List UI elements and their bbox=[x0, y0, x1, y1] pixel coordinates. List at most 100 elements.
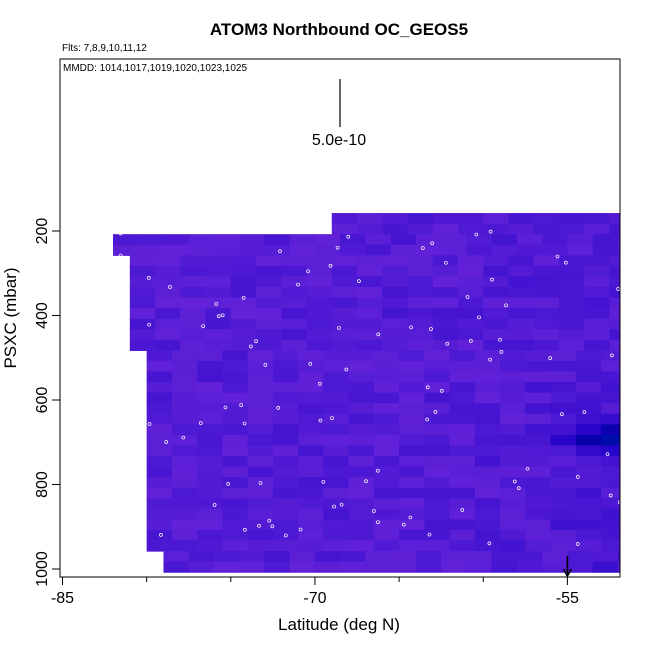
heat-cell bbox=[474, 529, 501, 542]
observation-point bbox=[364, 479, 368, 484]
heat-cell bbox=[500, 445, 526, 457]
heat-cell bbox=[247, 434, 274, 447]
observation-point bbox=[159, 533, 163, 537]
heat-cell bbox=[500, 466, 526, 478]
heat-cell bbox=[213, 244, 240, 256]
heat-cell bbox=[146, 519, 173, 531]
heat-cell bbox=[525, 350, 552, 362]
observation-point bbox=[223, 405, 228, 410]
observation-point bbox=[204, 229, 209, 234]
y-tick-label: 400 bbox=[34, 302, 51, 329]
observation-point bbox=[118, 253, 123, 258]
heat-cell bbox=[550, 350, 577, 362]
heat-cell bbox=[500, 371, 526, 383]
heat-cell bbox=[407, 265, 434, 278]
heat-cell bbox=[222, 350, 249, 362]
heat-cell bbox=[129, 297, 156, 309]
scale-bar-label: 5.0e-10 bbox=[312, 132, 366, 149]
heat-cell bbox=[525, 445, 552, 457]
heat-cell bbox=[222, 360, 249, 373]
heat-cell bbox=[516, 551, 543, 563]
heat-cell bbox=[399, 413, 425, 425]
heat-cell bbox=[525, 466, 552, 478]
heat-cell bbox=[382, 223, 409, 235]
heat-cell bbox=[146, 455, 173, 468]
observation-point bbox=[118, 231, 123, 236]
heat-cell bbox=[575, 540, 602, 552]
heat-cell bbox=[399, 403, 425, 415]
heat-cell bbox=[197, 529, 223, 542]
heat-cell bbox=[222, 413, 249, 425]
heat-cell bbox=[508, 255, 535, 267]
heat-cell bbox=[373, 413, 400, 425]
heat-cell bbox=[558, 297, 585, 309]
observation-point bbox=[605, 452, 610, 457]
observation-point bbox=[409, 325, 413, 330]
observation-point bbox=[328, 263, 333, 268]
heat-cell bbox=[609, 255, 620, 267]
heat-cell bbox=[205, 255, 232, 267]
heat-cell bbox=[500, 392, 526, 404]
heat-cell bbox=[163, 244, 190, 256]
heat-cell bbox=[592, 551, 619, 563]
heat-cell bbox=[146, 382, 173, 394]
heat-cell bbox=[592, 561, 619, 573]
observation-point bbox=[610, 353, 614, 358]
observation-point bbox=[401, 522, 406, 527]
heat-cell bbox=[188, 244, 215, 256]
heat-cell bbox=[575, 424, 602, 436]
observation-point bbox=[460, 508, 465, 512]
heat-cell bbox=[424, 498, 451, 510]
heat-cell bbox=[609, 223, 620, 235]
heat-cell bbox=[357, 276, 383, 288]
heat-cell bbox=[483, 255, 510, 267]
heat-cell bbox=[323, 455, 350, 468]
heat-cell bbox=[314, 561, 341, 573]
heat-cell bbox=[155, 308, 181, 320]
observation-point bbox=[181, 435, 186, 440]
heat-cell bbox=[508, 339, 535, 351]
heat-cell bbox=[449, 445, 476, 457]
heat-cell bbox=[525, 498, 552, 510]
heat-cell bbox=[584, 223, 611, 235]
heat-cell bbox=[609, 265, 620, 278]
heat-cell bbox=[348, 382, 375, 394]
heat-cell bbox=[331, 329, 358, 341]
heat-cell bbox=[180, 255, 207, 267]
heat-cell bbox=[348, 434, 375, 447]
heat-cell bbox=[272, 360, 299, 373]
heat-cell bbox=[399, 540, 425, 552]
observation-point bbox=[357, 279, 361, 283]
observation-point bbox=[278, 249, 282, 254]
heat-cell bbox=[357, 318, 383, 330]
heat-cell bbox=[230, 265, 257, 278]
heat-cell bbox=[222, 529, 249, 542]
heat-cell bbox=[508, 265, 535, 278]
heat-cell bbox=[584, 265, 611, 278]
heat-cell bbox=[550, 487, 577, 499]
heat-cell bbox=[373, 519, 400, 531]
heat-cell bbox=[180, 318, 207, 330]
observation-point bbox=[425, 385, 430, 390]
observation-point bbox=[242, 421, 247, 426]
heat-cell bbox=[373, 392, 400, 404]
heat-cell bbox=[272, 350, 299, 362]
heat-cell bbox=[491, 551, 518, 563]
heat-cell bbox=[298, 434, 324, 447]
heat-cell bbox=[247, 455, 274, 468]
heat-cell bbox=[458, 308, 484, 320]
heat-cell bbox=[373, 477, 400, 489]
heat-cell bbox=[390, 234, 417, 246]
heat-cell bbox=[298, 371, 324, 383]
heat-cell bbox=[550, 445, 577, 457]
observation-point bbox=[563, 260, 568, 265]
heat-cell bbox=[533, 318, 560, 330]
heat-cell bbox=[500, 382, 526, 394]
heat-cell bbox=[373, 445, 400, 457]
heat-cell bbox=[155, 339, 181, 351]
heat-cell bbox=[575, 371, 602, 383]
heat-cell bbox=[483, 318, 510, 330]
heat-cell bbox=[306, 318, 333, 330]
heat-cell bbox=[550, 477, 577, 489]
heat-cell bbox=[222, 466, 249, 478]
